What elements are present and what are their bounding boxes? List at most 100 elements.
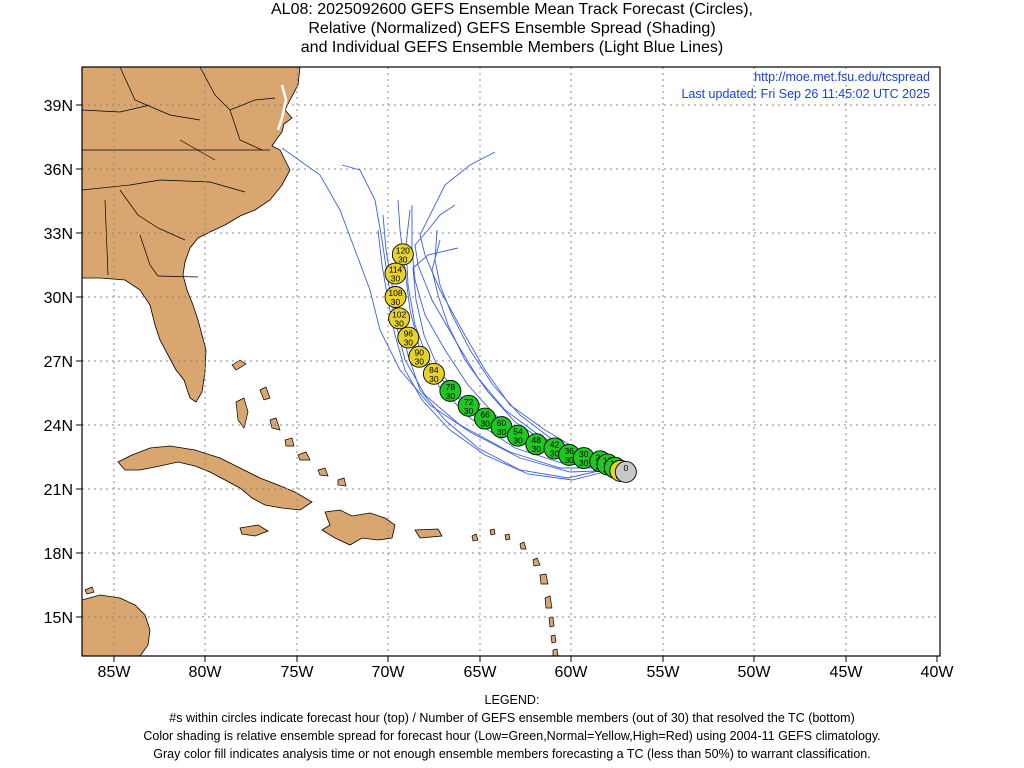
lat-label: 15N — [44, 610, 73, 627]
ensemble-track — [281, 147, 621, 473]
lon-label: 60W — [555, 664, 589, 681]
us-landmass — [82, 67, 301, 403]
forecast-hour-label: 78 — [446, 382, 456, 392]
legend: LEGEND: #s within circles indicate forec… — [0, 691, 1024, 763]
member-count-label: 30 — [446, 391, 456, 401]
forecast-point: 0 — [614, 460, 637, 483]
x-ticks — [113, 656, 938, 662]
member-count-label: 30 — [497, 427, 507, 437]
forecast-circle — [457, 394, 480, 417]
forecast-circle — [422, 362, 445, 385]
lon-label: 65W — [464, 664, 498, 681]
title-line-3: and Individual GEFS Ensemble Members (Li… — [300, 39, 724, 56]
state-borders — [82, 67, 276, 278]
forecast-circle — [397, 326, 420, 349]
ensemble-track — [377, 229, 621, 481]
member-count-label: 30 — [532, 444, 542, 454]
forecast-hour-label: 90 — [415, 348, 425, 358]
central-america — [82, 594, 151, 656]
legend-line-1: #s within circles indicate forecast hour… — [169, 711, 855, 725]
forecast-hour-label: 72 — [464, 397, 474, 407]
member-count-label: 30 — [394, 318, 404, 328]
ensemble-track — [414, 204, 621, 463]
hispaniola — [321, 509, 396, 546]
forecast-hour-label: 48 — [532, 435, 542, 445]
forecast-hour-label: 108 — [388, 288, 402, 298]
title-line-2: Relative (Normalized) GEFS Ensemble Spre… — [308, 20, 716, 37]
forecast-hour-label: 30 — [579, 449, 589, 459]
member-count-label: 30 — [404, 338, 414, 348]
last-updated-text: Last updated: Fri Sep 26 11:45:02 UTC 20… — [681, 87, 930, 101]
member-count-label: 30 — [398, 254, 408, 264]
y-ticks — [76, 104, 82, 618]
forecast-circles: 1203011430108301023096309030843078307230… — [384, 243, 637, 483]
lat-label: 21N — [44, 482, 73, 499]
forecast-circle — [614, 460, 637, 483]
ensemble-track — [419, 151, 621, 463]
lon-label: 40W — [921, 664, 955, 681]
source-url-link[interactable]: http://moe.met.fsu.edu/tcspread — [754, 70, 930, 84]
member-count-label: 30 — [429, 374, 439, 384]
member-count-label: 30 — [480, 419, 490, 429]
jamaica — [239, 524, 269, 537]
forecast-hour-label: 66 — [480, 410, 490, 420]
forecast-hour-label: 42 — [550, 439, 560, 449]
chart-title: AL08: 2025092600 GEFS Ensemble Mean Trac… — [0, 0, 1024, 57]
member-count-label: 30 — [415, 357, 425, 367]
forecast-circle — [391, 243, 414, 266]
lon-label: 75W — [281, 664, 315, 681]
forecast-hour-label: 60 — [497, 418, 507, 428]
land-layer — [82, 67, 559, 656]
forecast-hour-label: 84 — [429, 365, 439, 375]
forecast-circle — [408, 345, 431, 368]
lat-label: 30N — [44, 290, 73, 307]
member-count-label: 30 — [464, 406, 474, 416]
bahamas — [231, 359, 347, 487]
legend-line-3: Gray color fill indicates analysis time … — [153, 747, 871, 761]
cuba — [117, 445, 313, 511]
lon-labels: 85W 80W 75W 70W 65W 60W 55W 50W 45W 40W — [98, 664, 955, 681]
forecast-hour-label: 102 — [392, 309, 406, 319]
forecast-hour-label: 120 — [396, 245, 410, 255]
lon-label: 80W — [189, 664, 223, 681]
forecast-circle — [507, 424, 529, 447]
forecast-circle — [384, 286, 407, 308]
forecast-circle — [384, 262, 407, 285]
lat-label: 36N — [44, 162, 73, 179]
lon-label: 70W — [372, 664, 406, 681]
legend-line-2: Color shading is relative ensemble sprea… — [143, 729, 881, 743]
lat-label: 33N — [44, 226, 73, 243]
forecast-hour-label: 54 — [513, 427, 523, 437]
member-count-label: 30 — [579, 458, 589, 468]
title-line-1: AL08: 2025092600 GEFS Ensemble Mean Trac… — [271, 1, 753, 18]
member-count-label: 30 — [564, 455, 574, 465]
forecast-hour-label: 36 — [564, 446, 574, 456]
lon-label: 45W — [830, 664, 864, 681]
lat-label: 27N — [44, 354, 73, 371]
lon-label: 55W — [647, 664, 681, 681]
puerto-rico — [414, 528, 443, 539]
forecast-circle — [439, 379, 462, 402]
member-count-label: 30 — [513, 436, 523, 446]
lat-label: 24N — [44, 418, 73, 435]
lat-labels: 39N 36N 33N 30N 27N 24N 21N 18N 15N — [44, 98, 73, 627]
member-count-label: 30 — [391, 297, 401, 307]
lon-label: 50W — [738, 664, 772, 681]
forecast-hour-label: 0 — [623, 463, 628, 473]
lesser-antilles — [471, 528, 559, 656]
